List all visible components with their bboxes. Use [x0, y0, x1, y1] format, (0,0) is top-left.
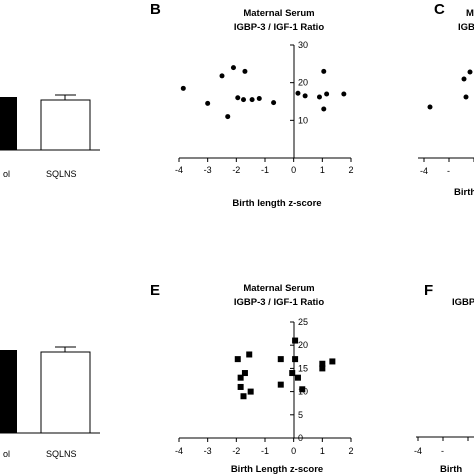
chart-b-ytick-label: 30: [298, 40, 308, 50]
chart-e-point: [240, 393, 247, 400]
chart-b-point: [256, 95, 262, 101]
chart-b-title-line2: IGBP-3 / IGF-1 Ratio: [234, 22, 324, 33]
chart-e-title-line1: Maternal Serum: [243, 283, 314, 294]
bar-chart-top-left: ol SQLNS: [0, 94, 100, 179]
chart-e-point: [319, 365, 326, 372]
chart-e-point: [277, 356, 284, 363]
chart-b-point: [341, 91, 347, 97]
chart-b-point: [225, 114, 231, 120]
chart-e-xlabel: Birth Length z-score: [231, 464, 323, 474]
chart-c-title-line1: M: [466, 8, 474, 19]
chart-e-xtick-label: 2: [348, 446, 353, 456]
chart-b-xtick-label: -3: [204, 165, 212, 175]
chart-b-ytick-label: 10: [298, 115, 308, 125]
chart-b-point: [321, 106, 327, 112]
chart-e-point: [277, 381, 284, 388]
chart-b-point: [230, 65, 236, 71]
chart-b-xtick-label: -2: [232, 165, 240, 175]
label-sqlns-top: SQLNS: [46, 169, 77, 179]
chart-e-ytick-label: 0: [298, 433, 303, 443]
bar-sqlns-top: [40, 99, 91, 151]
label-control-bottom: ol: [3, 449, 10, 459]
chart-b-point: [241, 97, 246, 103]
bar-sqlns-bottom: [40, 351, 91, 434]
chart-f-title-line1: IGBP: [452, 297, 474, 308]
chart-c-xticklabel-2: -: [447, 166, 450, 176]
chart-f-xticklabel-2: -: [441, 446, 444, 456]
chart-b-point: [249, 97, 255, 103]
chart-b-ytick-label: 20: [298, 78, 308, 88]
chart-e-point: [292, 337, 299, 344]
scatter-panel-b: B Maternal Serum IGBP-3 / IGF-1 Ratio Bi…: [150, 1, 354, 209]
chart-c-point: [461, 76, 467, 82]
chart-b-point: [235, 95, 241, 101]
panel-letter-e: E: [150, 282, 160, 299]
bar-chart-bottom-left: ol SQLNS: [0, 346, 100, 459]
chart-e-point: [319, 360, 326, 367]
chart-e-point: [247, 388, 254, 395]
chart-e-ytick-label: 25: [298, 317, 308, 327]
chart-b-point: [271, 100, 277, 106]
chart-b-point: [321, 68, 327, 74]
chart-c-title-line2: IGBP: [458, 22, 474, 33]
chart-b-xtick-label: -1: [261, 165, 269, 175]
chart-f-xlabel: Birth: [440, 464, 462, 474]
chart-b-xtick-label: 2: [348, 165, 353, 175]
panel-letter-f: F: [424, 282, 433, 299]
panel-letter-b: B: [150, 1, 161, 18]
chart-e-point: [329, 358, 336, 365]
chart-b-point: [205, 100, 211, 106]
label-control-top: ol: [3, 169, 10, 179]
scatter-panel-f: F IGBP -4 - Birth: [414, 282, 474, 474]
chart-b-point: [242, 68, 248, 74]
chart-e-xtick-label: -4: [175, 446, 183, 456]
chart-b-point: [316, 94, 322, 100]
chart-b-xtick-label: 0: [291, 165, 296, 175]
chart-b-xtick-label: 1: [320, 165, 325, 175]
chart-e-ytick-label: 5: [298, 410, 303, 420]
chart-b-xlabel: Birth length z-score: [232, 198, 321, 209]
chart-e-point: [234, 356, 241, 363]
chart-e-ytick-label: 20: [298, 340, 308, 350]
chart-e-xtick-label: -3: [204, 446, 212, 456]
chart-b-point: [302, 93, 308, 99]
chart-c-point: [463, 94, 469, 100]
chart-b-xtick-label: -4: [175, 165, 183, 175]
chart-b-point: [219, 73, 225, 79]
chart-b-title-line1: Maternal Serum: [243, 8, 314, 19]
scatter-panel-e: E Maternal Serum IGBP-3 / IGF-1 Ratio Bi…: [150, 282, 354, 474]
chart-e-point: [289, 370, 296, 377]
chart-f-xticklabel-1: -4: [414, 446, 422, 456]
label-sqlns-bottom: SQLNS: [46, 449, 77, 459]
chart-c-point: [427, 104, 433, 110]
chart-e-point: [299, 386, 306, 393]
scatter-panel-c: C M IGBP -4 - Birth: [418, 1, 474, 198]
chart-e-point: [294, 374, 301, 381]
chart-e-xtick-label: -2: [232, 446, 240, 456]
chart-c-point: [467, 69, 473, 75]
chart-e-ytick-label: 15: [298, 363, 308, 373]
chart-e-point: [237, 383, 244, 390]
chart-c-xlabel: Birth: [454, 187, 474, 198]
chart-b-point: [180, 85, 186, 91]
chart-e-point: [241, 370, 248, 377]
chart-e-point: [292, 356, 299, 363]
chart-b-point: [324, 91, 330, 97]
chart-e-xtick-label: 1: [320, 446, 325, 456]
chart-e-title-line2: IGBP-3 / IGF-1 Ratio: [234, 297, 324, 308]
chart-e-xtick-label: -1: [261, 446, 269, 456]
chart-e-point: [246, 351, 253, 358]
bar-control-top: [0, 97, 17, 150]
chart-b-point: [295, 90, 301, 96]
panel-letter-c: C: [434, 1, 445, 18]
chart-e-xtick-label: 0: [291, 446, 296, 456]
bar-control-bottom: [0, 350, 17, 433]
chart-c-xticklabel-1: -4: [420, 166, 428, 176]
chart-e-point: [237, 374, 244, 381]
